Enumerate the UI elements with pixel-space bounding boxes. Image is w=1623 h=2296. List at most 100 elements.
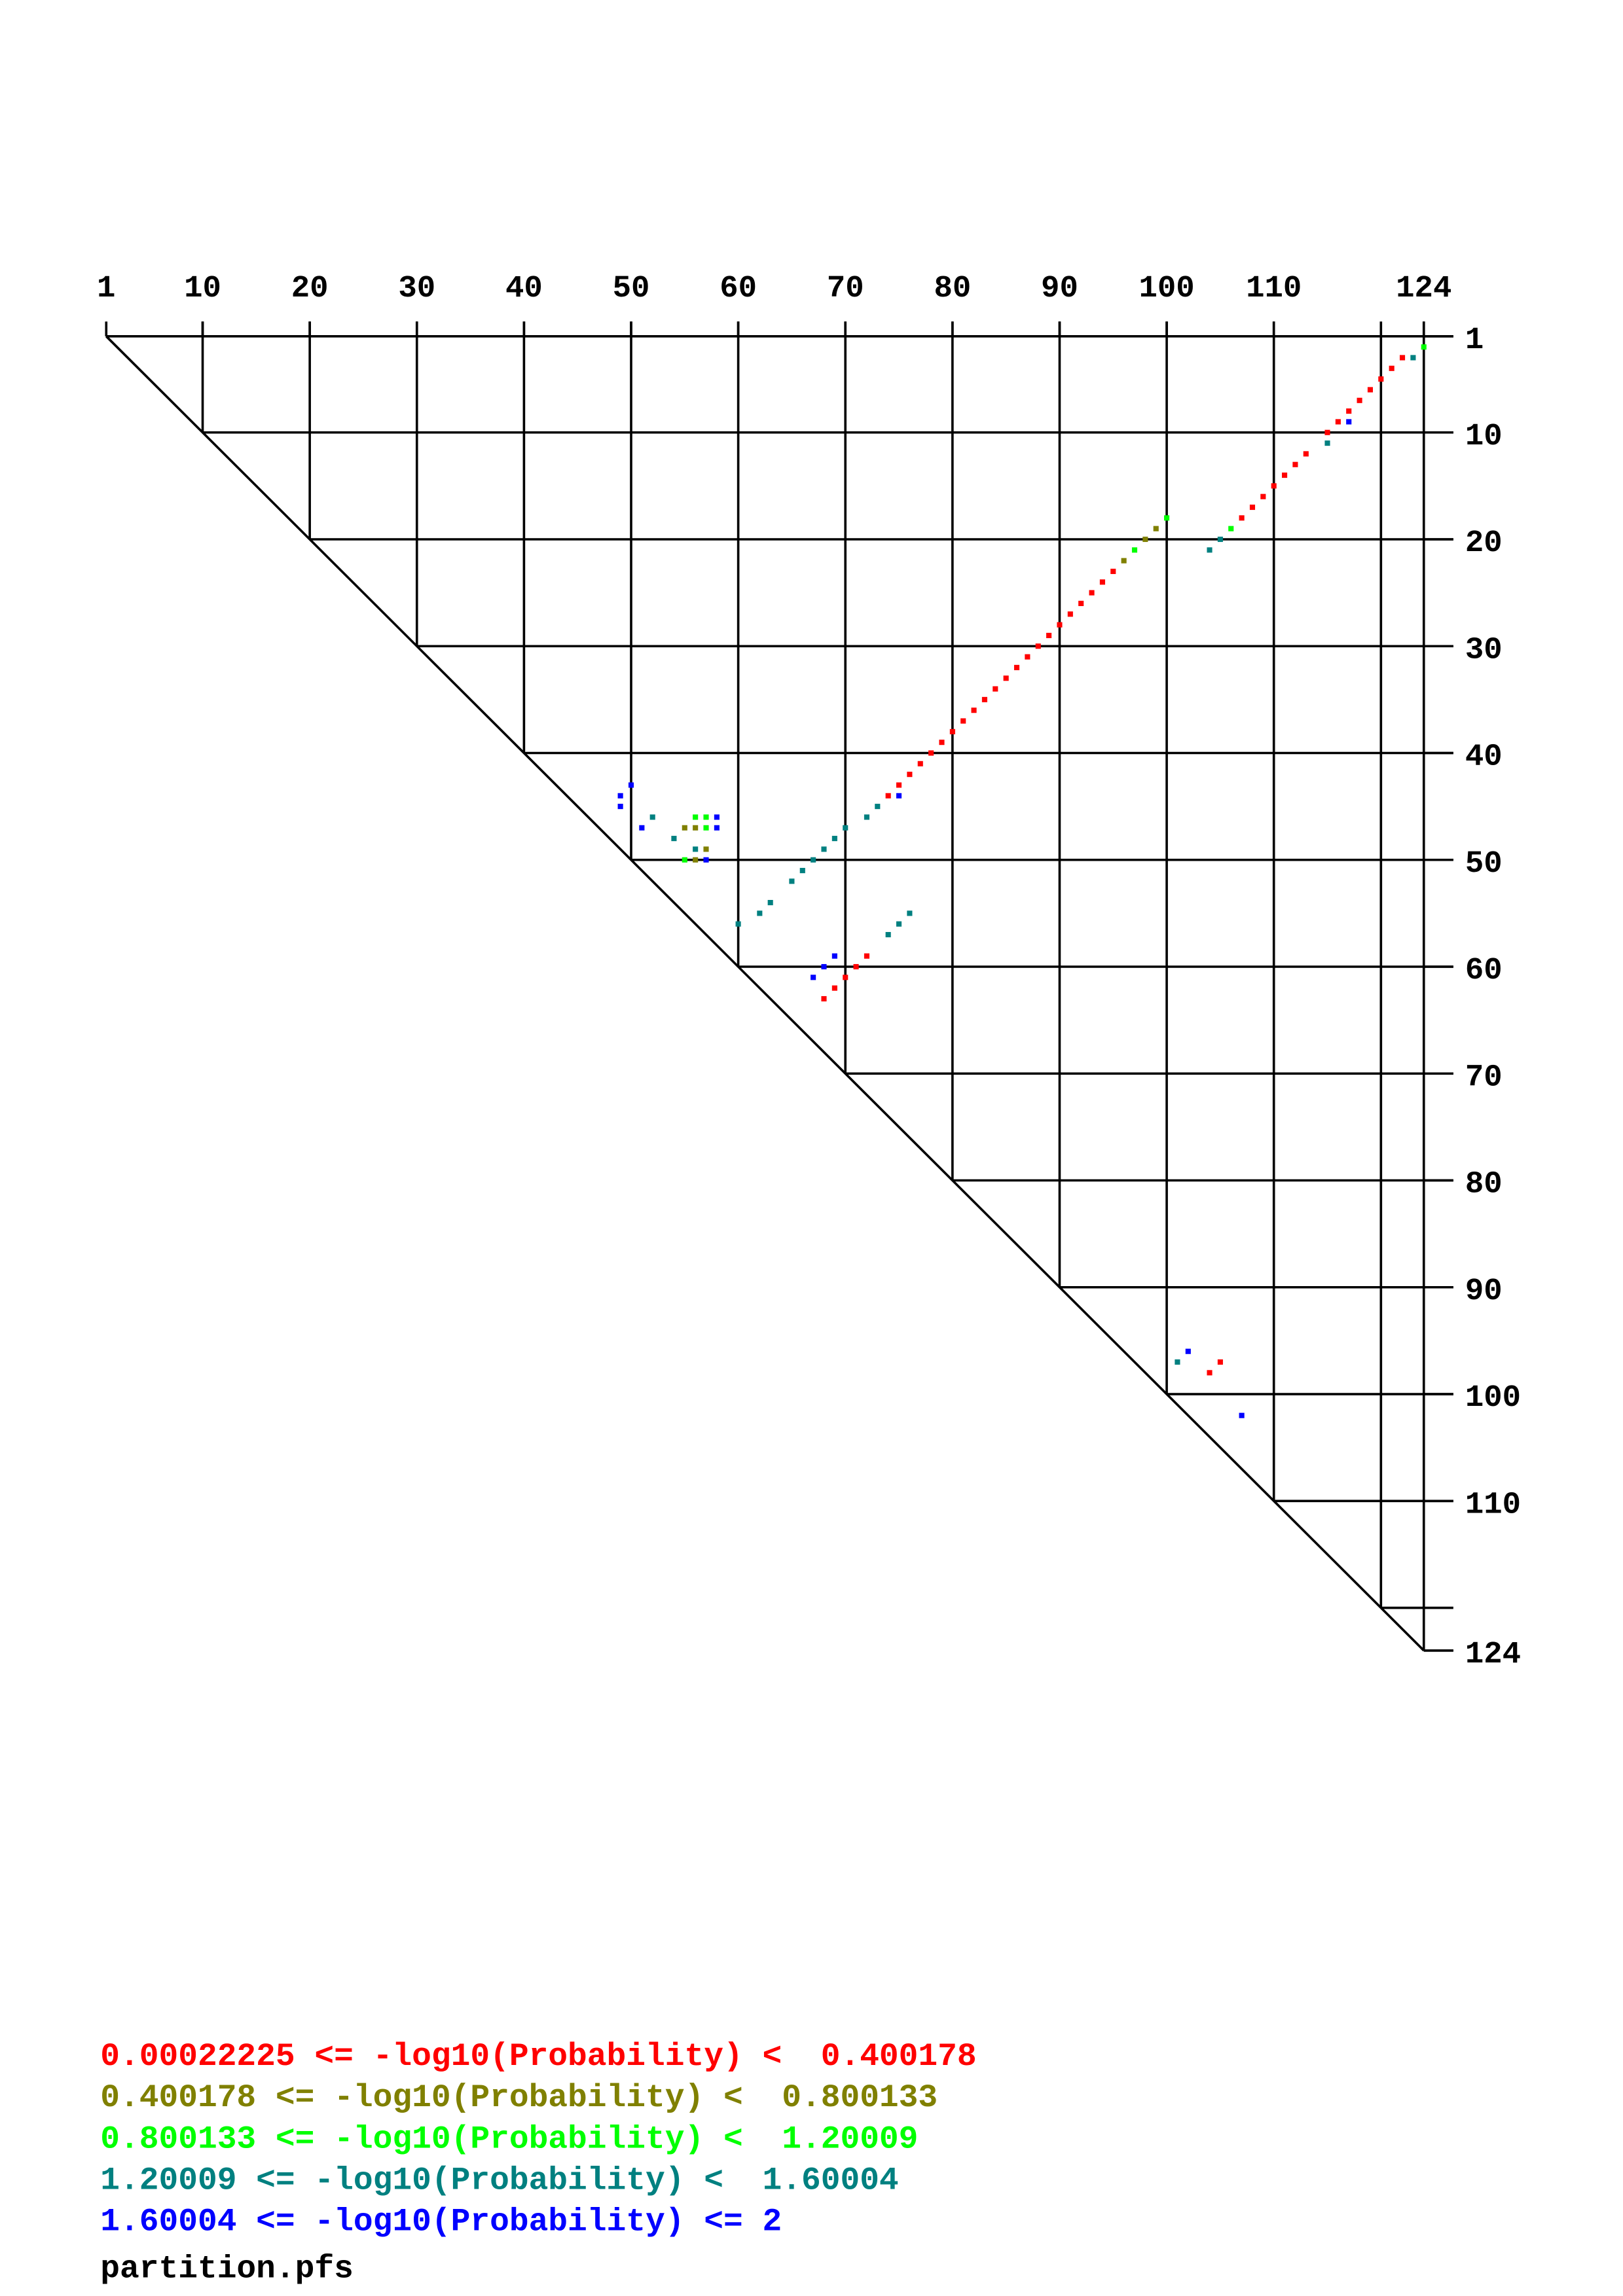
dot xyxy=(928,750,934,756)
dot xyxy=(981,696,987,702)
dot xyxy=(1046,632,1052,638)
dot xyxy=(735,921,741,927)
x-tick-label: 50 xyxy=(613,272,650,306)
dot xyxy=(971,708,977,713)
dot xyxy=(885,931,891,938)
dot xyxy=(639,825,645,831)
y-tick-label: 70 xyxy=(1465,1060,1503,1095)
legend-entry: 0.400178 <= -log10(Probability) < 0.8001… xyxy=(100,2079,938,2116)
dot xyxy=(843,825,848,831)
y-tick-label: 90 xyxy=(1465,1274,1503,1309)
y-tick-label: 110 xyxy=(1465,1488,1521,1522)
dot xyxy=(821,963,827,970)
dot xyxy=(693,857,699,863)
dot xyxy=(1239,1412,1245,1418)
dot xyxy=(789,878,795,884)
x-tick-label: 90 xyxy=(1041,272,1078,306)
dot xyxy=(993,686,998,692)
y-tick-label: 30 xyxy=(1465,633,1503,668)
dot xyxy=(1185,1348,1191,1354)
dot xyxy=(714,825,720,831)
diagonal xyxy=(105,335,1425,1652)
dot xyxy=(1292,461,1298,467)
dot xyxy=(1346,408,1352,414)
x-tick-label: 1 xyxy=(97,272,115,306)
dot xyxy=(1357,397,1362,403)
x-tick-label: 10 xyxy=(184,272,221,306)
dot xyxy=(949,728,955,734)
x-tick-label: 110 xyxy=(1246,272,1302,306)
y-tick-label: 50 xyxy=(1465,847,1503,882)
dot xyxy=(714,814,720,820)
dot xyxy=(864,814,870,820)
dot xyxy=(703,857,709,863)
dot xyxy=(767,900,773,906)
dot xyxy=(1346,419,1352,425)
dot xyxy=(1057,622,1063,628)
dot xyxy=(1121,558,1127,564)
dot xyxy=(703,846,709,852)
x-tick-label: 20 xyxy=(291,272,329,306)
y-tick-label: 20 xyxy=(1465,526,1503,561)
x-tick-label: 60 xyxy=(720,272,757,306)
legend-entry: 0.00022225 <= -log10(Probability) < 0.40… xyxy=(100,2038,976,2075)
footer: partition.pfs xyxy=(100,2251,354,2287)
dot xyxy=(1249,504,1256,511)
dot xyxy=(1389,365,1395,371)
dot xyxy=(896,793,902,798)
dot xyxy=(1067,611,1073,617)
dot xyxy=(617,793,623,798)
dot xyxy=(1410,355,1416,361)
dot xyxy=(907,910,913,916)
dot xyxy=(703,814,709,820)
x-tick-label: 100 xyxy=(1139,272,1194,306)
dot xyxy=(831,953,837,959)
dot xyxy=(1078,600,1084,607)
dot xyxy=(1217,1359,1223,1365)
dot xyxy=(896,921,902,927)
dot xyxy=(1153,526,1159,531)
dot xyxy=(821,846,827,852)
dot xyxy=(703,825,709,831)
dot xyxy=(617,804,623,810)
dot xyxy=(1013,664,1020,670)
dot xyxy=(682,857,687,863)
dot xyxy=(1142,536,1148,543)
dot xyxy=(1089,590,1095,596)
legend-entry: 0.800133 <= -log10(Probability) < 1.2000… xyxy=(100,2121,918,2157)
dot xyxy=(671,836,677,842)
dot xyxy=(1003,675,1009,681)
dot xyxy=(864,953,870,959)
dot xyxy=(799,868,805,874)
dot xyxy=(1131,547,1138,553)
dot xyxy=(1399,355,1406,361)
x-tick-label: 70 xyxy=(827,272,864,306)
dot xyxy=(831,985,837,991)
x-tick-label: 80 xyxy=(934,272,971,306)
dot xyxy=(875,804,881,810)
dot xyxy=(1421,344,1427,350)
dot xyxy=(1378,376,1384,382)
dot xyxy=(811,975,816,980)
dot xyxy=(1324,440,1330,446)
dot xyxy=(1035,643,1041,649)
dot xyxy=(1175,1359,1180,1365)
dot xyxy=(1324,429,1330,435)
dot xyxy=(885,793,891,798)
dot xyxy=(682,825,687,831)
dot xyxy=(1110,568,1116,575)
dot xyxy=(649,814,655,820)
dot xyxy=(960,718,966,724)
x-tick-label: 30 xyxy=(398,272,435,306)
y-tick-label: 10 xyxy=(1465,420,1503,454)
dot xyxy=(1207,1370,1213,1376)
x-tick-label: 40 xyxy=(505,272,543,306)
dot xyxy=(939,740,945,745)
legend-entry: 1.20009 <= -log10(Probability) < 1.60004 xyxy=(100,2162,898,2198)
dot xyxy=(1164,515,1170,521)
dot xyxy=(853,963,859,970)
dot xyxy=(907,772,913,778)
dot xyxy=(1271,483,1277,489)
